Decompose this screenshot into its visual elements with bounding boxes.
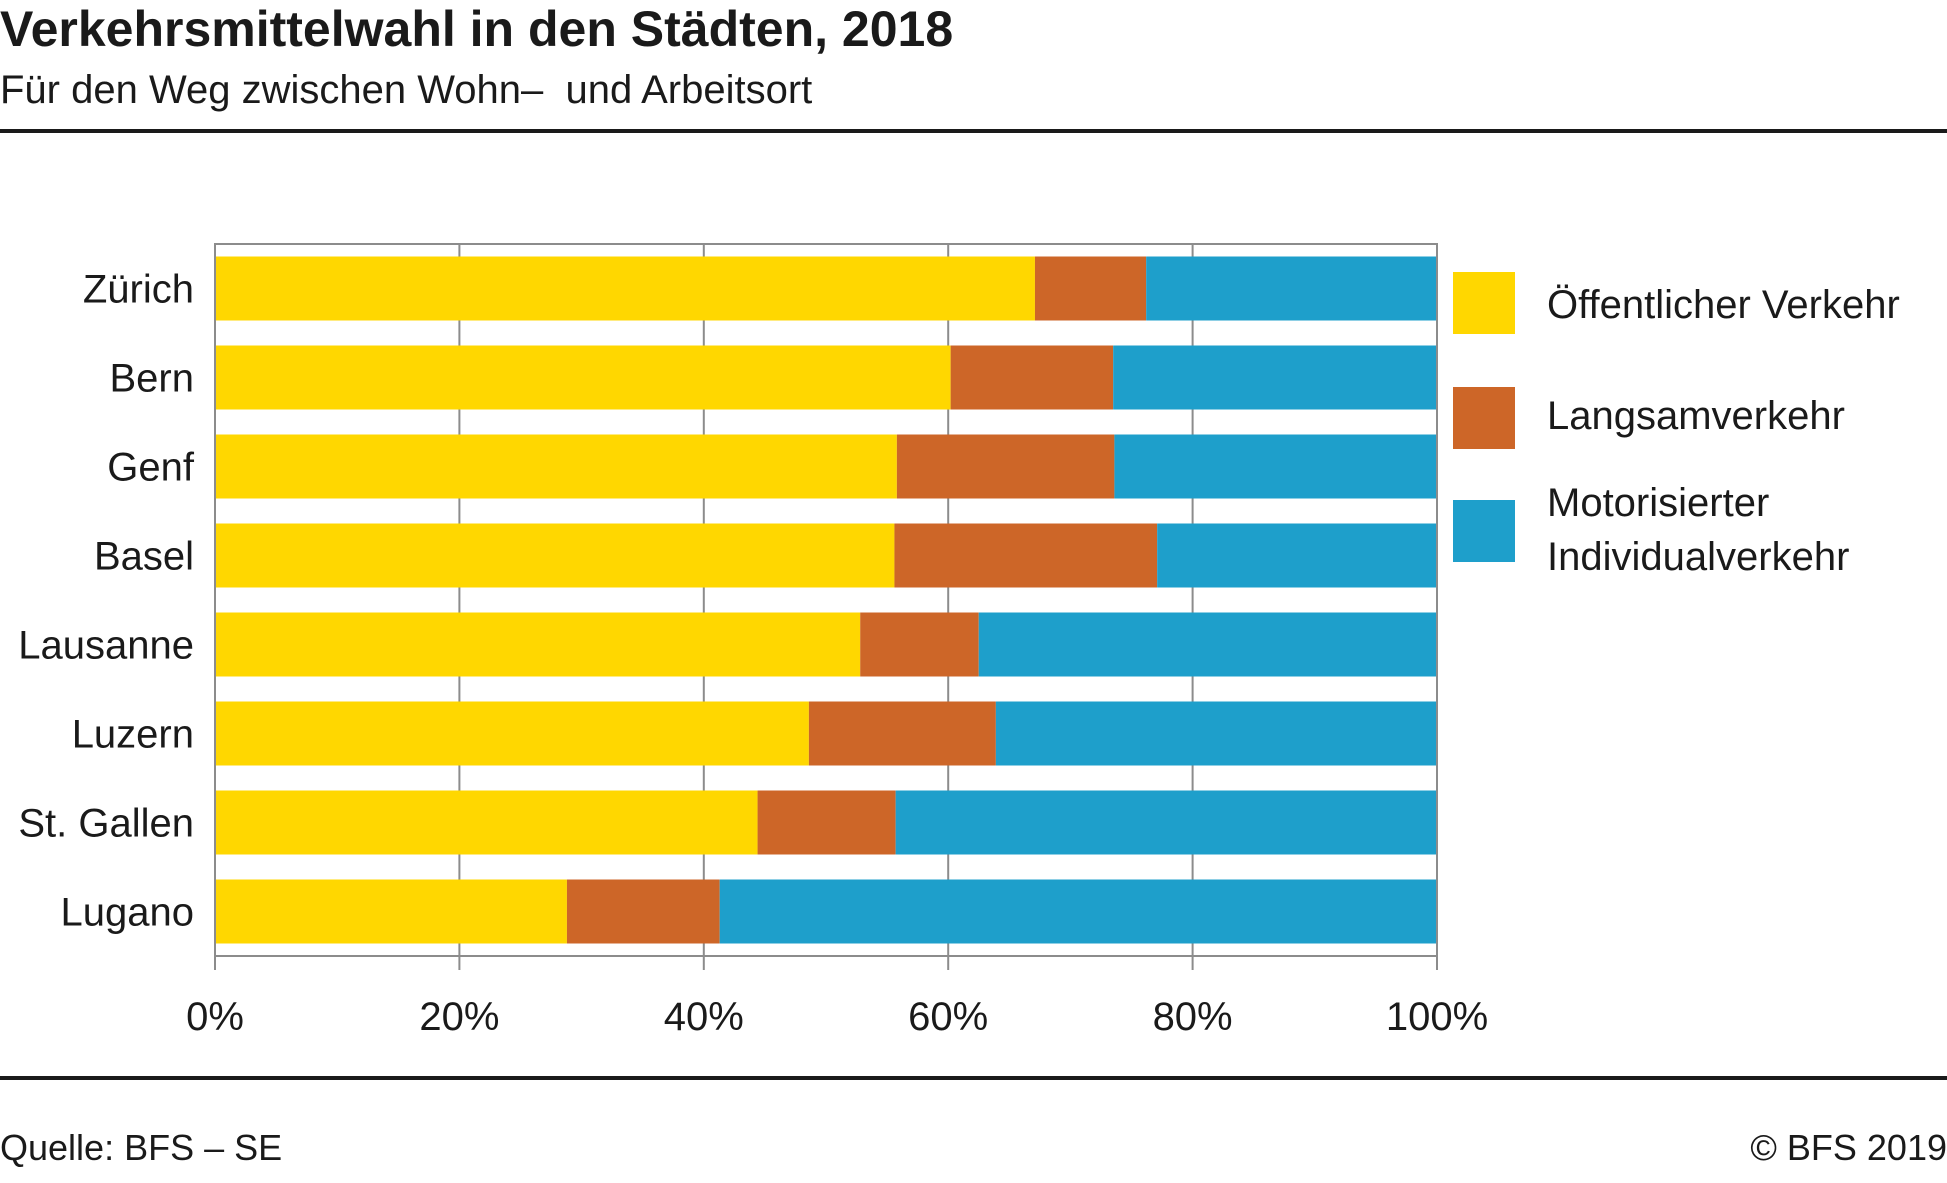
bar-segment <box>757 790 896 855</box>
category-label: Lugano <box>61 891 194 935</box>
x-tick-label: 20% <box>419 995 499 1039</box>
copyright-note: © BFS 2019 <box>1750 1127 1947 1168</box>
bar-segment <box>719 879 1437 944</box>
bar-segment <box>1114 434 1437 499</box>
x-tick-label: 80% <box>1153 995 1233 1039</box>
category-label: Zürich <box>83 268 194 312</box>
bar-segment <box>215 434 897 499</box>
bar-segment <box>215 879 567 944</box>
legend-swatch <box>1453 272 1515 334</box>
bar-segment <box>860 612 979 677</box>
bar-segment <box>978 612 1437 677</box>
bar-segment <box>215 701 809 766</box>
bar-segment <box>808 701 996 766</box>
bar-segment <box>896 434 1115 499</box>
legend-label: Öffentlicher Verkehr <box>1547 283 1900 327</box>
bars <box>215 256 1437 944</box>
category-label: Lausanne <box>18 624 194 668</box>
bottom-rule <box>0 1076 1947 1080</box>
category-label: Basel <box>94 535 194 579</box>
bar-segment <box>215 523 895 588</box>
bar-segment <box>995 701 1437 766</box>
x-tick-label: 100% <box>1386 995 1488 1039</box>
bar-segment <box>566 879 720 944</box>
source-note: Quelle: BFS – SE <box>0 1127 283 1168</box>
x-tick-label: 0% <box>186 995 244 1039</box>
x-tick-label: 60% <box>908 995 988 1039</box>
category-label: Genf <box>107 446 195 490</box>
bar-segment <box>895 790 1437 855</box>
category-label: Bern <box>110 357 195 401</box>
bar-segment <box>894 523 1158 588</box>
bar-segment <box>215 790 758 855</box>
legend-swatch <box>1453 387 1515 449</box>
category-label: Luzern <box>72 713 194 757</box>
legend-label: Motorisierter Individualverkehr <box>1547 481 1850 579</box>
plot-frame <box>214 243 1438 957</box>
bar-segment <box>1034 256 1147 321</box>
legend-label: Langsamverkehr <box>1547 394 1845 438</box>
top-rule <box>0 129 1947 133</box>
bar-segment <box>215 612 861 677</box>
labels: 0% 20% 40% 60% 80% 100% Zürich Bern Genf Basel Lau… <box>18 268 1488 1040</box>
bar-segment <box>1157 523 1437 588</box>
bar-segment <box>950 345 1114 410</box>
bar-segment <box>215 345 951 410</box>
category-label: St. Gallen <box>18 802 194 846</box>
bar-segment <box>215 256 1035 321</box>
bar-segment <box>1113 345 1437 410</box>
chart-title: Verkehrsmittelwahl in den Städten, 2018 <box>0 1 954 57</box>
axes <box>214 243 1438 970</box>
bar-segment <box>1146 256 1437 321</box>
chart-subtitle: Für den Weg zwischen Wohn– und Arbeitsor… <box>0 68 813 112</box>
x-tick-label: 40% <box>664 995 744 1039</box>
legend-swatch <box>1453 500 1515 562</box>
